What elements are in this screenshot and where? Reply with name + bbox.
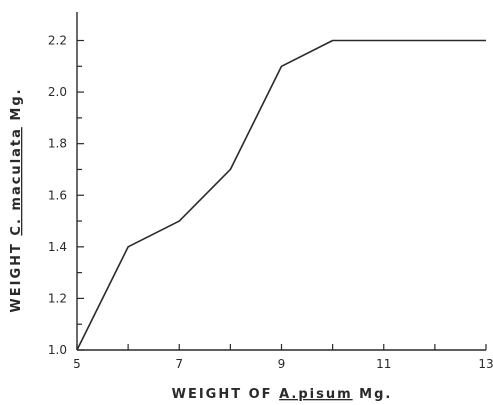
y-axis-title: WEIGHT C. maculata Mg. (9, 87, 24, 312)
x-axis-title-unit: Mg. (353, 387, 393, 402)
x-axis-title-species: A.pisum (279, 387, 353, 402)
x-tick-label: 5 (73, 357, 81, 371)
y-tick-label: 2.2 (48, 34, 67, 48)
y-tick-label: 1.6 (48, 188, 67, 202)
plot-area: 1.0 1.2 1.4 1.6 1.8 2.0 2.2 5 7 9 11 13 (48, 12, 493, 371)
x-axis-title-part: WEIGHT OF (172, 387, 279, 402)
series-line (76, 39, 486, 351)
y-axis-title-unit: Mg. (9, 87, 24, 127)
y-tick-label: 1.2 (48, 291, 67, 305)
y-tick-label: 1.8 (48, 137, 67, 151)
y-tick-label: 1.4 (48, 240, 67, 254)
x-tick-label: 7 (175, 357, 183, 371)
x-axis-title: WEIGHT OF A.pisum Mg. (172, 387, 393, 402)
y-tick-label: 1.0 (48, 343, 67, 357)
y-tick-label: 2.0 (48, 85, 67, 99)
y-axis-title-species: C. maculata (9, 127, 24, 236)
x-tick-label: 13 (478, 357, 493, 371)
x-tick-label: 11 (376, 357, 391, 371)
x-tick-label: 9 (278, 357, 286, 371)
y-axis-title-part: WEIGHT (9, 236, 24, 313)
